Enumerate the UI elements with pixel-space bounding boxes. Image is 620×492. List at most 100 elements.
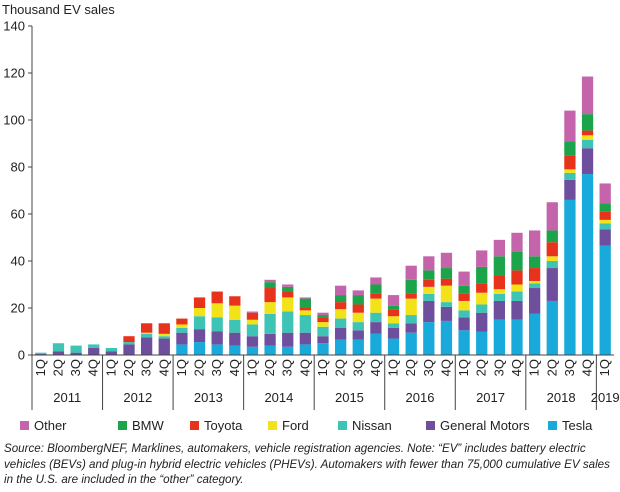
bar-segment-other (246, 311, 259, 313)
bar-segment-toyota (229, 296, 241, 306)
bar-segment-toyota (158, 323, 170, 334)
bar-segment-toyota (140, 323, 153, 333)
bar-segment-nissan (511, 291, 523, 301)
x-tick-label: 2Q (262, 359, 277, 376)
bar-segment-other (546, 202, 558, 231)
bar-segment-nissan (546, 261, 558, 269)
bar-segment-ford (564, 169, 576, 173)
bar-segment-general-motors (35, 353, 47, 355)
bar-segment-ford (423, 286, 435, 294)
bar-segment-nissan (88, 344, 100, 348)
bar-segment-other (387, 295, 400, 306)
bar-segment-nissan (229, 319, 241, 333)
x-tick-label: 2Q (121, 359, 136, 376)
bar-segment-toyota (176, 318, 188, 325)
legend-item-general-motors: General Motors (426, 418, 530, 433)
bar-segment-ford (193, 308, 206, 317)
legend: Other BMW Toyota Ford Nissan General Motors Te… (20, 418, 620, 436)
bar-segment-bmw (458, 285, 470, 294)
x-tick-label: 2Q (192, 359, 207, 376)
legend-item-bmw: BMW (118, 418, 164, 433)
bar-segment-toyota (581, 130, 594, 136)
bar-segment-ford (317, 322, 329, 327)
source-note: Source: BloombergNEF, Marklines, automak… (4, 442, 610, 486)
legend-swatch (548, 421, 557, 430)
bar-segment-ford (211, 303, 223, 318)
bar-segment-general-motors (158, 338, 170, 355)
bar-segment-tesla (299, 344, 312, 355)
bar-segment-other (423, 256, 435, 271)
legend-label: General Motors (440, 418, 530, 433)
year-label: 2015 (335, 390, 364, 405)
bar-segment-general-motors (564, 179, 576, 200)
x-tick-label: 2Q (50, 359, 65, 376)
x-tick-label: 4Q (86, 359, 101, 376)
bar-segment-bmw (264, 282, 276, 289)
bar-segment-toyota (211, 291, 223, 304)
legend-item-tesla: Tesla (548, 418, 592, 433)
bar-segment-ford (264, 302, 276, 314)
legend-label: Toyota (204, 418, 243, 433)
bar-segment-bmw (334, 295, 347, 303)
bar-segment-ford (282, 297, 294, 312)
bar-segment-bmw (493, 256, 506, 276)
bar-segment-other (564, 110, 576, 142)
bar-segment-toyota (458, 293, 470, 301)
bar-segment-tesla (528, 313, 541, 355)
bar-segment-bmw (370, 284, 382, 294)
legend-label: Other (34, 418, 67, 433)
x-tick-label: 3Q (280, 359, 295, 376)
bar-segment-tesla (458, 330, 470, 355)
bar-segment-ford (528, 280, 541, 284)
bar-segment-ford (158, 333, 170, 337)
x-tick-label: 4Q (156, 359, 171, 376)
x-tick-label: 3Q (139, 359, 154, 376)
bar-segment-ford (370, 298, 382, 313)
x-tick-label: 1Q (386, 359, 401, 376)
bar-segment-bmw (282, 286, 294, 292)
bar-segment-general-motors (476, 312, 488, 332)
y-tick-label: 20 (11, 301, 25, 316)
x-tick-label: 1Q (33, 359, 48, 376)
bar-segment-other (476, 250, 488, 267)
bar-segment-toyota (405, 293, 417, 299)
bar-segment-general-motors (405, 323, 417, 333)
bar-segment-nissan (211, 317, 223, 332)
bar-segment-ford (476, 292, 488, 305)
bar-segment-nissan (246, 324, 259, 337)
bar-segment-nissan (176, 327, 188, 333)
bar-segment-nissan (264, 313, 276, 334)
bar-segment-toyota (334, 302, 347, 310)
bar-segment-ford (176, 324, 188, 328)
bar-segment-nissan (370, 312, 382, 323)
bar-segment-nissan (70, 345, 82, 353)
bar-segment-nissan (158, 336, 170, 339)
bar-segment-toyota (476, 283, 488, 293)
bar-segment-toyota (370, 293, 382, 299)
bar-segment-toyota (246, 312, 259, 320)
bar-segment-tesla (282, 346, 294, 355)
bar-segment-tesla (546, 300, 558, 355)
bar-segment-general-motors (493, 300, 506, 320)
bar-segment-tesla (581, 174, 594, 355)
bar-segment-tesla (370, 333, 382, 355)
bar-segment-nissan (405, 315, 417, 324)
bar-segment-nissan (476, 304, 488, 313)
bar-segment-other (528, 230, 541, 257)
x-tick-label: 3Q (209, 359, 224, 376)
bar-segment-nissan (387, 323, 400, 328)
x-tick-label: 4Q (438, 359, 453, 376)
bar-segment-general-motors (299, 332, 312, 345)
bar-segment-bmw (299, 298, 312, 308)
y-tick-label: 40 (11, 254, 25, 269)
bar-segment-toyota (599, 211, 611, 220)
bar-segment-general-motors (246, 336, 259, 347)
bar-segment-other (334, 285, 347, 296)
bar-segment-general-motors (352, 330, 364, 340)
bar-segment-general-motors (317, 336, 329, 344)
year-label: 2014 (264, 390, 293, 405)
legend-label: Tesla (562, 418, 593, 433)
year-label: 2017 (476, 390, 505, 405)
bar-segment-general-motors (70, 352, 82, 355)
